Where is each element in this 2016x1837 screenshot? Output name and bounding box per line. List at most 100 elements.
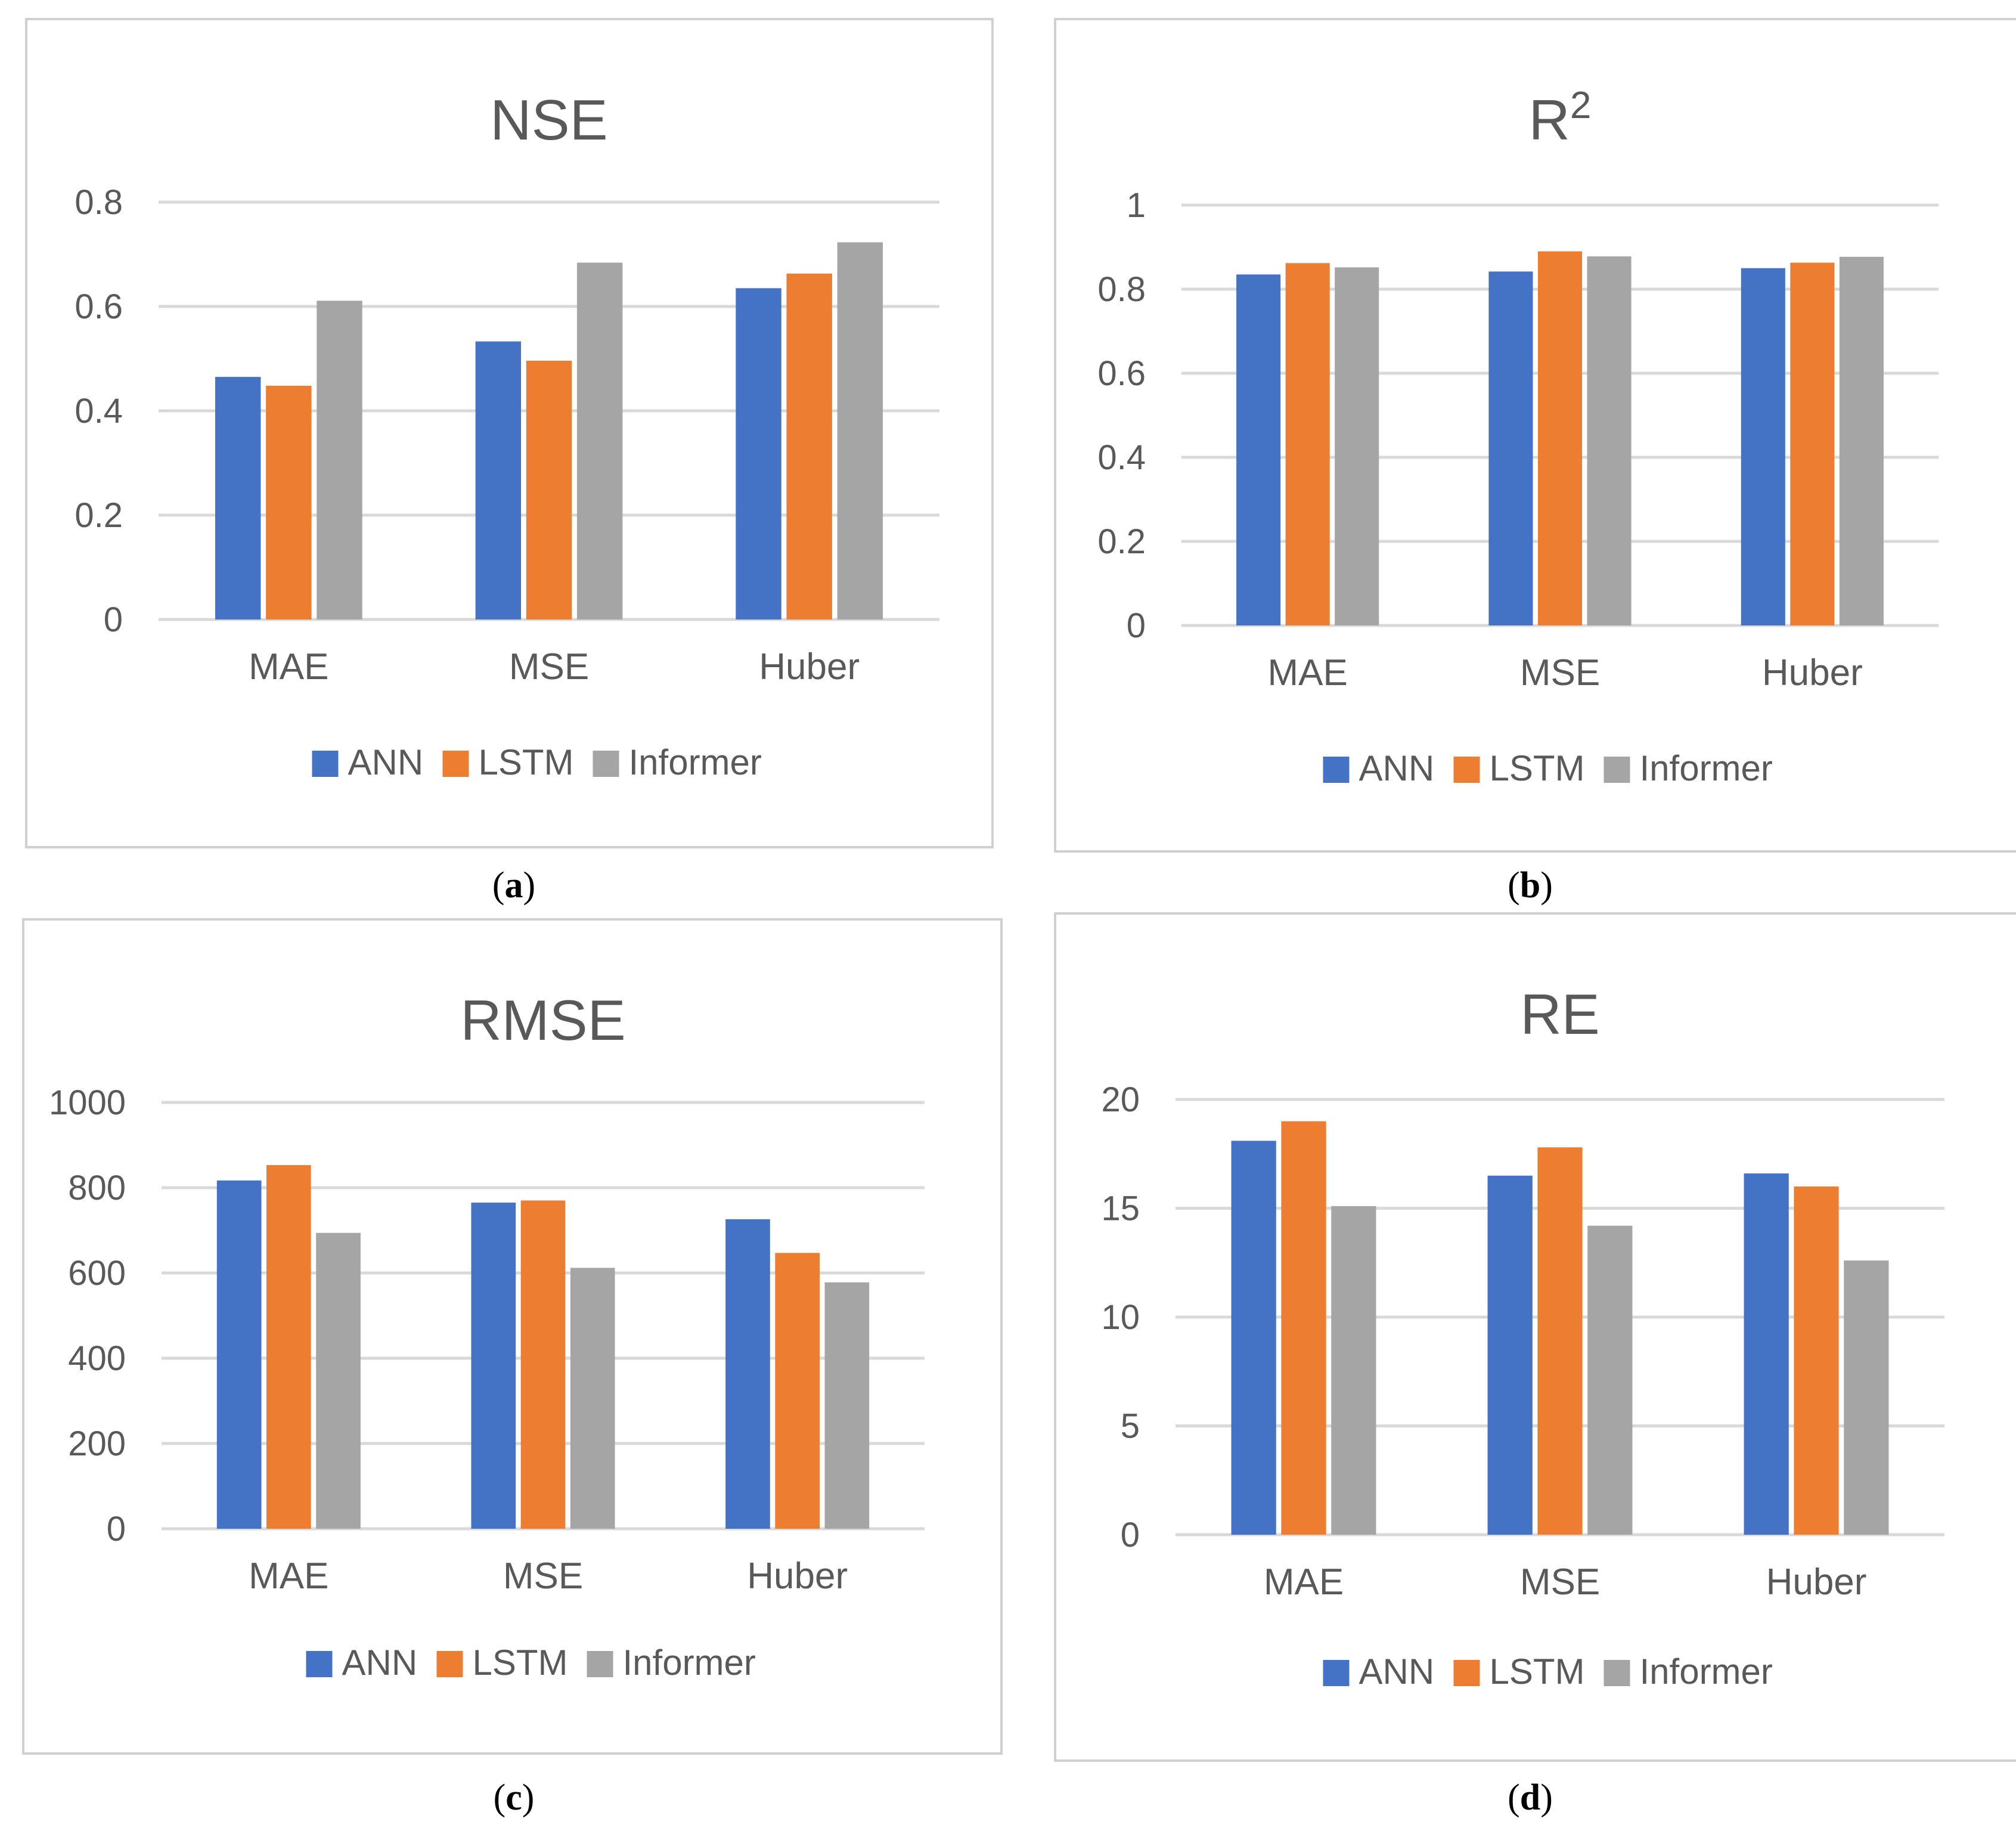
x-category-label: MAE (1264, 1562, 1344, 1603)
bar-lstm-huber (786, 273, 832, 619)
caption-a: (a) (492, 865, 536, 906)
bar-ann-huber (1744, 1173, 1789, 1535)
y-tick-label: 0.8 (1097, 270, 1146, 309)
legend-swatch-lstm (442, 751, 469, 777)
legend-label-lstm: LSTM (479, 742, 574, 782)
y-tick-label: 400 (68, 1339, 126, 1378)
legend-label-ann: ANN (1359, 1652, 1435, 1692)
bar-ann-mse (1488, 271, 1533, 625)
chart-svg: R2 0 0.2 0.4 0.6 0.8 1 MAE MSE Huber ANN LSTM Inform… (1097, 83, 1939, 788)
bar-ann-mse (471, 1203, 516, 1529)
bar-ann-mae (1231, 1141, 1276, 1535)
legend-swatch-informer (1604, 1660, 1630, 1686)
chart-title: RMSE (460, 989, 625, 1052)
chart-panel-r2: R2 0 0.2 0.4 0.6 0.8 1 MAE MSE Huber ANN LSTM Inform… (1054, 18, 2016, 853)
legend-swatch-informer (1604, 757, 1630, 783)
y-tick-label: 0.6 (75, 287, 123, 326)
chart-svg: NSE 0 0.2 0.4 0.6 0.8 MAE MSE Huber ANN LSTM Inform… (75, 88, 939, 782)
bar-ann-huber (725, 1219, 770, 1529)
caption-d: (d) (1508, 1777, 1553, 1818)
bar-lstm-mae (266, 1165, 311, 1529)
y-tick-label: 0.4 (75, 392, 123, 430)
y-tick-label: 600 (68, 1254, 126, 1293)
x-category-label: MSE (1520, 1562, 1600, 1603)
bar-ann-huber (1741, 268, 1785, 625)
y-tick-label: 0.2 (75, 496, 123, 535)
legend-swatch-ann (306, 1651, 333, 1677)
chart-panel-re: RE 0 5 10 15 20 MAE MSE Huber ANN LSTM Informer (1054, 912, 2016, 1762)
legend-swatch-informer (587, 1651, 613, 1677)
legend-label-ann: ANN (1359, 748, 1435, 788)
chart-panel-rmse: RMSE 0 200 400 600 800 1000 MAE MSE Huber ANN LSTM I… (22, 918, 1003, 1755)
x-category-label: Huber (759, 646, 860, 687)
y-tick-label: 0.8 (75, 183, 123, 222)
bar-ann-huber (736, 288, 781, 619)
bar-lstm-mse (520, 1200, 566, 1529)
legend-swatch-lstm (436, 1651, 463, 1677)
chart-title: NSE (490, 88, 607, 152)
y-tick-label: 15 (1101, 1189, 1140, 1228)
legend-swatch-lstm (1453, 1660, 1480, 1686)
y-tick-label: 1000 (49, 1083, 126, 1122)
bar-ann-mse (475, 341, 522, 619)
caption-b: (b) (1508, 865, 1553, 906)
bar-informer-mae (1331, 1206, 1376, 1535)
bar-lstm-mse (526, 361, 572, 619)
bar-informer-mse (1587, 256, 1632, 625)
x-category-label: MAE (249, 646, 328, 687)
legend-label-lstm: LSTM (1490, 1652, 1585, 1692)
caption-c: (c) (493, 1777, 535, 1818)
legend-label-informer: Informer (623, 1643, 756, 1683)
bar-ann-mae (1236, 274, 1281, 625)
legend-swatch-lstm (1453, 757, 1480, 783)
y-tick-label: 800 (68, 1169, 126, 1207)
legend-swatch-ann (1323, 757, 1350, 783)
x-category-label: MAE (249, 1556, 328, 1597)
chart-title: RE (1520, 983, 1599, 1046)
legend-label-lstm: LSTM (1490, 748, 1585, 788)
bar-lstm-mse (1537, 1147, 1583, 1535)
legend-label-informer: Informer (1640, 1652, 1773, 1692)
chart-panel-nse: NSE 0 0.2 0.4 0.6 0.8 MAE MSE Huber ANN LSTM Inform… (25, 18, 994, 848)
x-category-label: Huber (747, 1556, 848, 1597)
bar-lstm-huber (1794, 1187, 1839, 1535)
bar-ann-mse (1487, 1175, 1533, 1535)
x-category-label: MSE (509, 646, 589, 687)
bar-lstm-mse (1537, 251, 1583, 625)
legend-label-ann: ANN (348, 742, 424, 782)
legend-swatch-ann (1323, 1660, 1350, 1686)
y-tick-label: 200 (68, 1424, 126, 1463)
x-category-label: MSE (503, 1556, 583, 1597)
x-category-label: MAE (1267, 652, 1347, 693)
legend-label-informer: Informer (629, 742, 762, 782)
chart-svg: RMSE 0 200 400 600 800 1000 MAE MSE Huber ANN LSTM I… (49, 989, 925, 1683)
y-tick-label: 0.2 (1097, 522, 1146, 561)
x-category-label: Huber (1762, 652, 1863, 693)
chart-title: R2 (1529, 83, 1592, 152)
y-tick-label: 20 (1101, 1080, 1140, 1119)
bar-lstm-mae (1281, 1121, 1326, 1535)
chart-svg: RE 0 5 10 15 20 MAE MSE Huber ANN LSTM Informer (1101, 983, 1944, 1692)
bar-ann-mae (216, 1180, 262, 1529)
bar-informer-huber (837, 242, 883, 619)
x-category-label: MSE (1520, 652, 1600, 693)
legend-swatch-informer (593, 751, 619, 777)
y-tick-label: 0 (1127, 606, 1146, 645)
y-tick-label: 0 (104, 600, 123, 639)
bar-lstm-huber (775, 1253, 820, 1529)
bar-informer-huber (1844, 1260, 1889, 1535)
chart-title-superscript: 2 (1570, 83, 1592, 126)
y-tick-label: 0 (1121, 1516, 1140, 1554)
bar-informer-mse (1587, 1225, 1633, 1535)
bar-informer-mae (317, 301, 362, 619)
bar-informer-huber (1839, 256, 1884, 626)
y-tick-label: 1 (1127, 186, 1146, 225)
bar-lstm-mae (266, 386, 312, 619)
bar-informer-mse (576, 262, 623, 619)
y-tick-label: 0.6 (1097, 354, 1146, 393)
y-tick-label: 0 (107, 1510, 126, 1548)
bar-informer-huber (824, 1282, 870, 1529)
bar-informer-mae (1335, 267, 1379, 626)
y-tick-label: 0.4 (1097, 438, 1146, 477)
legend-label-ann: ANN (342, 1643, 418, 1683)
